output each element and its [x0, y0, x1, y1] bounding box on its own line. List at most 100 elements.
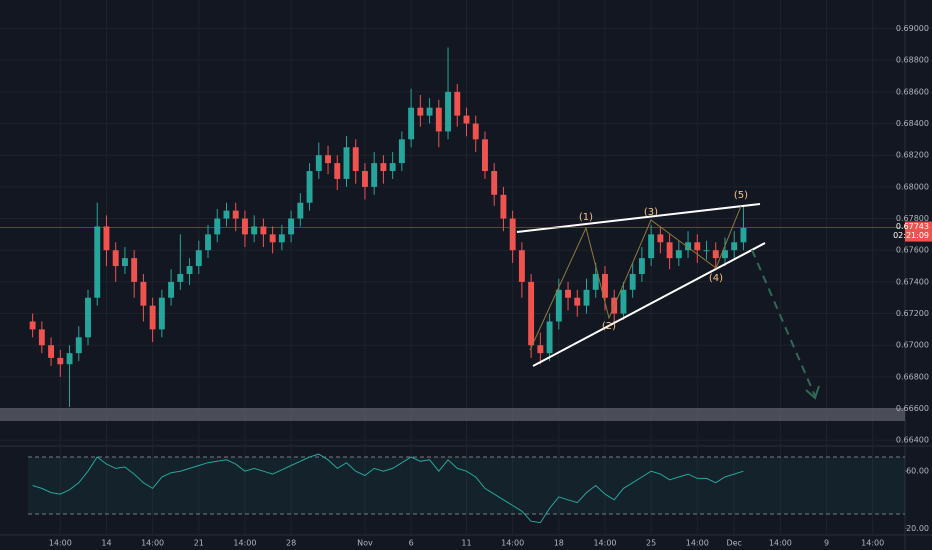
x-tick-label: 28: [286, 539, 296, 548]
candle-body: [361, 171, 368, 187]
candle-body: [694, 242, 701, 251]
y-tick-label: 0.67400: [896, 277, 929, 286]
x-tick-label: 14:00: [233, 539, 256, 548]
candle-body: [85, 297, 91, 338]
wave-label: (1): [579, 212, 593, 223]
candle-body: [343, 147, 350, 179]
candle-body: [48, 345, 55, 358]
candle-body: [408, 107, 415, 140]
candle-body: [112, 250, 119, 267]
support-zone: [0, 408, 905, 421]
y-tick-label: 0.68200: [896, 151, 929, 160]
x-tick-label: 21: [194, 539, 204, 548]
x-tick-label: 14: [101, 539, 111, 548]
x-tick-label: Dec: [726, 539, 741, 548]
candle-body: [482, 139, 488, 172]
candle-body: [75, 337, 82, 354]
candle-body: [454, 91, 461, 116]
candle-body: [675, 250, 682, 259]
y-tick-label: 0.68000: [896, 182, 929, 191]
candle-body: [648, 234, 655, 259]
x-tick-label: 14:00: [686, 539, 709, 548]
x-tick-label: 14:00: [769, 539, 792, 548]
candle-body: [371, 163, 378, 187]
y-tick-label: 0.67200: [896, 309, 929, 318]
x-tick-label: 18: [554, 539, 564, 548]
rsi-background: [28, 456, 905, 515]
candle-body: [269, 234, 276, 243]
y-tick-label: 0.68400: [896, 119, 929, 128]
candle-body: [57, 357, 64, 365]
candle-body: [352, 147, 359, 172]
candle-body: [685, 242, 692, 251]
x-tick-label: 14:00: [49, 539, 72, 548]
rsi-line: [32, 453, 744, 524]
candle-body: [278, 234, 285, 243]
candle-body: [555, 289, 562, 322]
candle-body: [426, 107, 433, 116]
x-tick-label: 6: [409, 539, 414, 548]
x-tick-label: 25: [646, 539, 656, 548]
candle-body: [463, 115, 470, 124]
candle-body: [205, 234, 211, 251]
candle-body: [389, 163, 396, 172]
candle-body: [306, 171, 313, 203]
wave-label: (2): [602, 321, 616, 332]
rsi-tick-label: 20.00: [906, 524, 929, 533]
bar-countdown: 02:21:09: [893, 231, 929, 240]
candle-body: [712, 250, 719, 259]
candle-body: [297, 202, 304, 219]
candle-body: [583, 289, 590, 306]
candle-body: [288, 218, 295, 235]
candle-body: [325, 155, 331, 164]
candle-body: [703, 250, 710, 252]
candle-body: [251, 226, 258, 235]
candles: [29, 47, 747, 407]
candle-body: [592, 273, 599, 290]
candle-body: [435, 107, 442, 132]
candle-body: [260, 226, 267, 235]
last-price-label: 0.67743: [896, 222, 929, 231]
candle-body: [417, 107, 424, 116]
x-tick-label: 11: [461, 539, 471, 548]
candle-body: [103, 226, 110, 251]
candle-body: [472, 123, 479, 140]
candle-body: [195, 250, 202, 267]
candle-body: [380, 163, 387, 172]
candle-body: [731, 242, 738, 251]
candle-body: [232, 210, 239, 219]
x-tick-label: 14:00: [861, 539, 884, 548]
candle-body: [445, 91, 451, 132]
y-tick-label: 0.68800: [896, 56, 929, 65]
candle-body: [565, 289, 572, 298]
wave-label: (3): [644, 207, 658, 218]
candle-body: [491, 171, 498, 195]
candle-body: [158, 297, 165, 330]
rsi-tick-label: 60.00: [906, 467, 929, 476]
candle-body: [38, 329, 45, 346]
labels: 0.66400 0.66600 0.66800 0.67000 0.67200 0.674…: [49, 24, 929, 547]
x-tick-label: 14:00: [593, 539, 616, 548]
x-tick-label: Nov: [357, 539, 373, 548]
candle-body: [574, 297, 581, 306]
rsi-band-fill: [28, 456, 905, 515]
candle-body: [241, 218, 248, 235]
candle-body: [121, 258, 128, 267]
candle-body: [528, 281, 535, 346]
x-tick-label: 9: [824, 539, 829, 548]
candle-body: [168, 281, 175, 298]
y-tick-label: 0.66400: [896, 436, 929, 445]
last-price-tag: [905, 221, 932, 242]
candle-body: [29, 321, 36, 330]
y-tick-label: 0.67800: [896, 214, 929, 223]
candle-body: [214, 218, 221, 235]
x-tick-label: 14:00: [141, 539, 164, 548]
candle-body: [546, 321, 553, 354]
candle-body: [666, 242, 673, 259]
y-tick-label: 0.66600: [896, 404, 929, 413]
candle-body: [620, 289, 627, 314]
candle-body: [140, 281, 147, 306]
projection-arrowhead: [805, 385, 820, 400]
